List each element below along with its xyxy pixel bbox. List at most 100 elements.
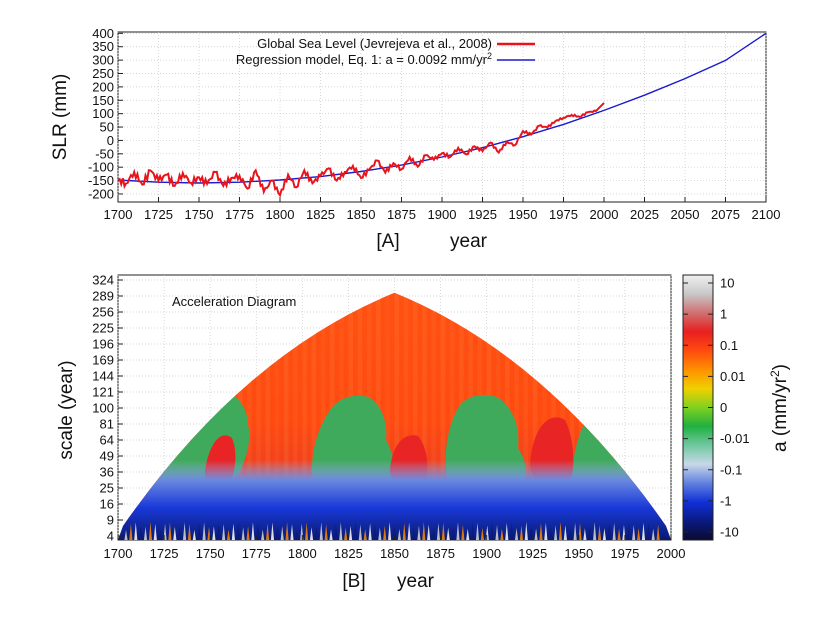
heatmap-spike — [270, 522, 275, 540]
heatmap-stripe — [449, 292, 455, 540]
y-tick-label: 64 — [100, 433, 114, 448]
heatmap-spike — [153, 523, 157, 540]
heatmap-spike — [275, 527, 279, 540]
heatmap-spike — [529, 524, 533, 540]
heatmap-spike — [549, 528, 553, 540]
heatmap-stripe — [412, 292, 418, 540]
colorbar-tick-label: -10 — [720, 525, 739, 540]
heatmap-stripe — [541, 292, 547, 540]
heatmap-spike — [202, 522, 206, 540]
heatmap-spike — [475, 522, 480, 540]
x-tick-label: 1825 — [334, 546, 363, 561]
heatmap-spike — [558, 522, 563, 540]
heatmap-spike — [129, 523, 133, 540]
heatmap-stripe — [523, 292, 529, 540]
heatmap-spike — [495, 524, 499, 540]
heatmap-spike — [490, 522, 494, 540]
heatmap-spike — [373, 522, 377, 540]
heatmap-spike — [256, 524, 260, 540]
heatmap-stripe — [440, 292, 446, 540]
heatmap-spike — [656, 524, 660, 540]
heatmap-stripe — [394, 292, 400, 540]
x-tick-label: 1875 — [387, 207, 416, 222]
heatmap-spike — [192, 529, 196, 540]
y-tick-label: 9 — [107, 513, 114, 528]
y-tick-label: 100 — [92, 401, 114, 416]
heatmap-spike — [514, 527, 519, 540]
heatmap-spike — [617, 528, 621, 540]
y-tick-label: 50 — [100, 120, 114, 135]
x-tick-label: 1800 — [266, 207, 295, 222]
heatmap-spike — [187, 523, 192, 540]
heatmap-spike — [612, 522, 616, 540]
heatmap-spike — [124, 530, 128, 540]
heatmap-spike — [539, 522, 543, 540]
heatmap-spike — [568, 528, 572, 540]
heatmap-spike — [451, 525, 455, 540]
x-tick-label: 1750 — [185, 207, 214, 222]
x-tick-label: 1700 — [104, 207, 133, 222]
y-tick-label: 350 — [92, 39, 114, 54]
heatmap-spike — [217, 522, 221, 540]
heatmap-stripe — [551, 292, 556, 540]
x-tick-label: 1850 — [380, 546, 409, 561]
heatmap-spike — [407, 522, 411, 540]
heatmap-spike — [182, 522, 187, 540]
heatmap-stripe — [431, 292, 436, 540]
heatmap-spike — [427, 524, 431, 540]
x-tick-label: 2000 — [590, 207, 619, 222]
heatmap-spike — [588, 524, 592, 540]
panel-b-x-ticks: 1700 1725 1750 1775 1800 1825 1850 1875 1900 1925… — [104, 535, 685, 561]
panel-a-grid — [117, 32, 767, 202]
x-tick-label: 1900 — [472, 546, 501, 561]
colorbar-tick-label: 10 — [720, 276, 734, 291]
heatmap-spike — [285, 522, 289, 540]
heatmap-spike — [466, 528, 470, 540]
heatmap-stripe — [256, 292, 261, 540]
heatmap-spike — [593, 522, 597, 540]
heatmap-spike — [573, 522, 577, 540]
colorbar-tick-label: 0.01 — [720, 369, 745, 384]
heatmap-spike — [309, 527, 314, 540]
heatmap-spike — [554, 525, 558, 540]
heatmap-spike — [241, 526, 245, 540]
x-tick-label: 1975 — [610, 546, 639, 561]
heatmap-spike — [173, 526, 177, 540]
x-tick-label: 1825 — [306, 207, 335, 222]
y-tick-label: 0 — [107, 133, 114, 148]
heatmap-spike — [290, 524, 294, 540]
y-tick-label: 100 — [92, 106, 114, 121]
heatmap-spike — [436, 523, 441, 540]
y-tick-label: 300 — [92, 53, 114, 68]
heatmap-stripe — [569, 292, 575, 540]
y-tick-label: 200 — [92, 79, 114, 94]
y-tick-label: 400 — [92, 26, 114, 41]
panel-a-y-axis-title: SLR (mm) — [50, 74, 71, 161]
panel-b-x-axis-title: year — [397, 571, 435, 592]
heatmap-spike — [636, 528, 641, 540]
heatmap-spike — [212, 526, 216, 540]
colorbar-tick-label: -1 — [720, 493, 732, 508]
colorbar-tick-label: 0.1 — [720, 338, 738, 353]
heatmap-spike — [431, 528, 436, 540]
heatmap-stripe — [293, 292, 298, 540]
heatmap-stripe — [320, 292, 326, 540]
heatmap-spike — [158, 529, 162, 540]
colorbar-tick-label: -0.1 — [720, 462, 742, 477]
heatmap-spike — [378, 527, 382, 540]
x-tick-label: 2075 — [711, 207, 740, 222]
heatmap-spike — [143, 526, 148, 540]
heatmap-spike — [139, 526, 143, 540]
y-tick-label: 196 — [92, 337, 114, 352]
heatmap-spike — [632, 525, 636, 540]
heatmap-spike — [246, 526, 250, 540]
heatmap-spike — [597, 525, 602, 540]
x-tick-label: 1725 — [150, 546, 179, 561]
heatmap-spike — [456, 522, 460, 540]
panel-b-label: [B] — [342, 571, 365, 592]
x-tick-label: 1775 — [242, 546, 271, 561]
heatmap-spike — [305, 522, 309, 540]
heatmap-spike — [607, 522, 611, 540]
y-tick-label: 4 — [107, 529, 114, 544]
